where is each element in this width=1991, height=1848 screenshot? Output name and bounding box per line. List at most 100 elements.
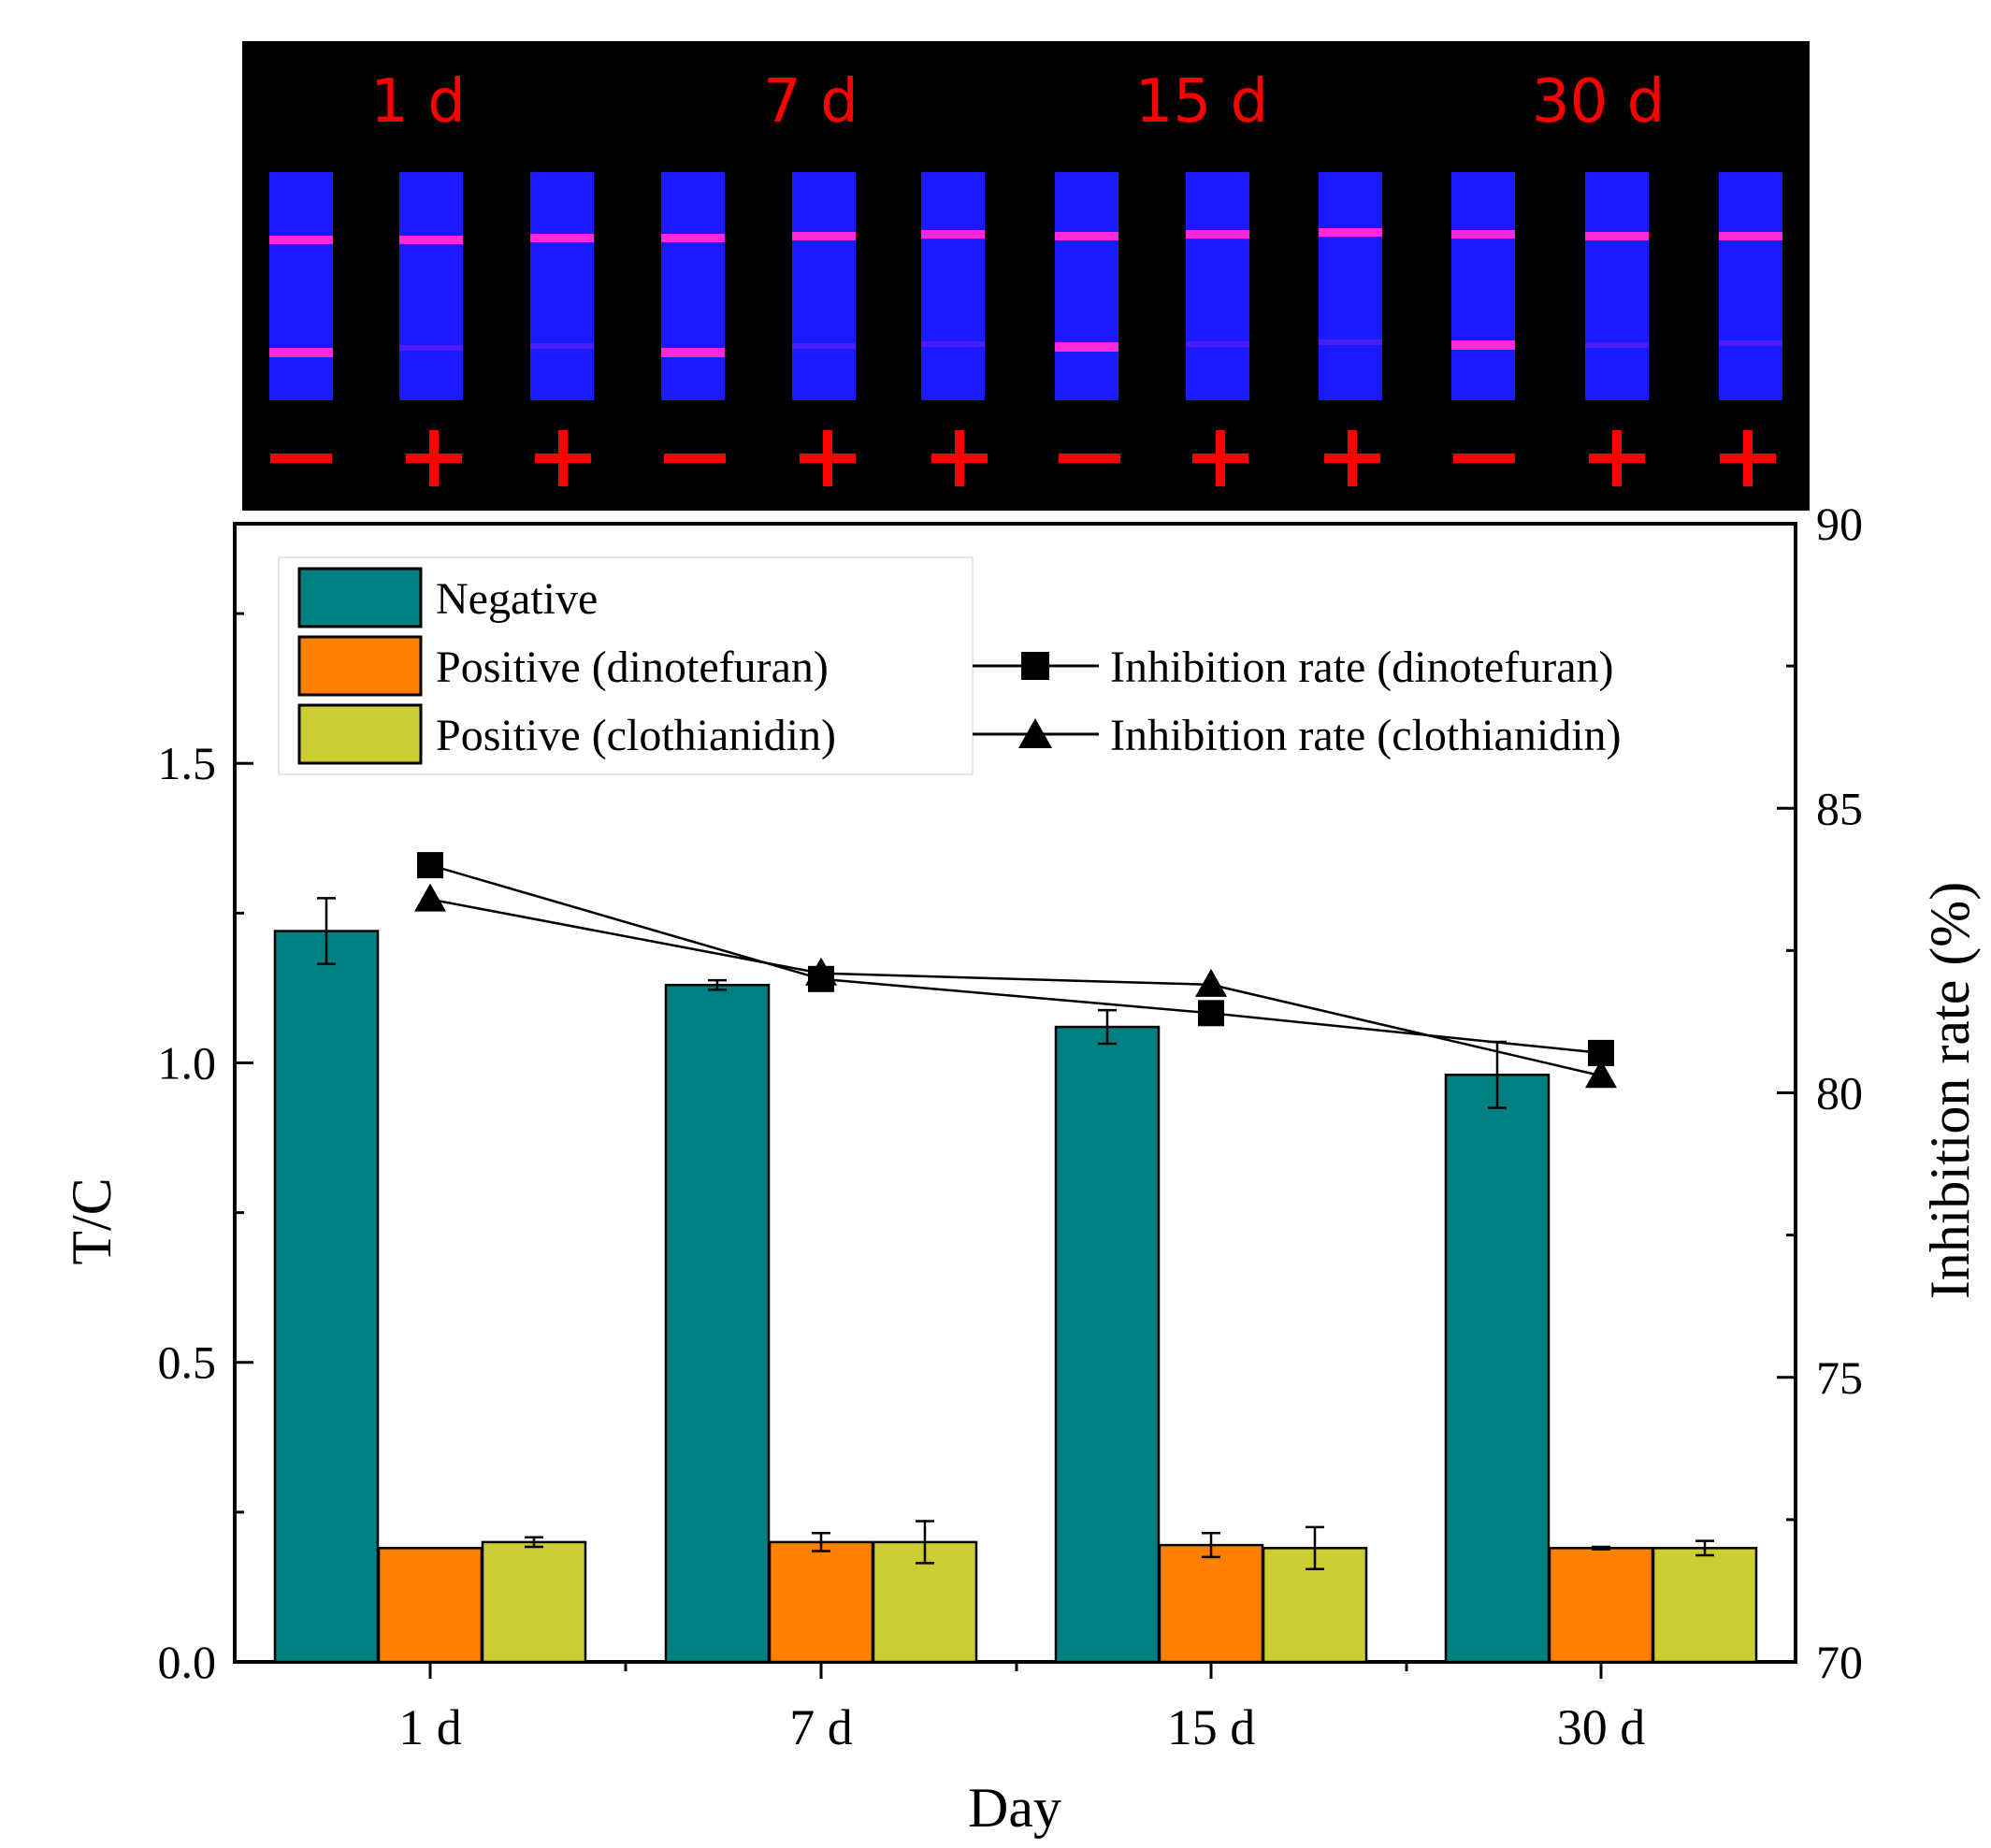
strip-photo-panel: 1 d 7 d 15 d 30 d xyxy=(242,41,1810,511)
y2-tick-label: 70 xyxy=(1816,1636,1863,1688)
test-band-line xyxy=(1585,232,1649,240)
test-strip xyxy=(1055,172,1118,400)
control-band-line xyxy=(1451,340,1515,350)
legend-label-clothianidin: Positive (clothianidin) xyxy=(436,711,836,760)
sign-plus xyxy=(535,430,591,486)
test-band-line xyxy=(1451,230,1515,238)
y-tick-label: 0.0 xyxy=(158,1636,217,1688)
square-marker xyxy=(1198,1000,1224,1027)
test-band-line xyxy=(661,234,725,242)
y2-axis-label: Inhibition rate (%) xyxy=(1919,882,1981,1300)
error-bar xyxy=(1202,1532,1220,1559)
test-strip xyxy=(1585,172,1649,400)
x-axis-label: Day xyxy=(968,1777,1061,1839)
day-label: 1 d xyxy=(370,67,466,137)
test-strip xyxy=(1451,172,1515,400)
error-bar xyxy=(1695,1539,1714,1557)
right-axis: 70 75 80 85 90 xyxy=(1777,498,1863,1688)
bar xyxy=(1548,1547,1654,1664)
test-strip xyxy=(1719,172,1782,400)
test-band-line xyxy=(921,230,985,238)
triangle-marker xyxy=(1585,1060,1617,1089)
photo-background xyxy=(242,41,1810,511)
error-bar xyxy=(916,1520,934,1565)
triangle-marker xyxy=(414,883,446,912)
test-strip xyxy=(792,172,856,400)
y2-tick-label: 90 xyxy=(1816,498,1863,550)
inhibition-line xyxy=(429,898,1602,1077)
bar xyxy=(1158,1543,1264,1664)
error-bars xyxy=(317,897,1714,1570)
y2-tick-label: 80 xyxy=(1816,1067,1863,1119)
day-label: 30 d xyxy=(1532,67,1665,137)
bar-series xyxy=(273,930,1758,1664)
x-tick-label: 7 d xyxy=(789,1699,853,1755)
error-bar xyxy=(525,1536,543,1549)
day-label: 15 d xyxy=(1135,67,1268,137)
faint-control-band xyxy=(921,341,985,347)
bottom-axis: 1 d 7 d 15 d 30 d xyxy=(398,1662,1645,1755)
bar xyxy=(273,930,380,1664)
sign-plus xyxy=(1192,430,1248,486)
bar xyxy=(1054,1025,1161,1664)
y-axis-label: T/C xyxy=(61,1177,123,1264)
triangle-marker xyxy=(1195,968,1227,997)
error-bar xyxy=(317,897,336,966)
test-strip xyxy=(399,172,463,400)
test-strip xyxy=(1186,172,1249,400)
test-band-line xyxy=(1319,228,1382,237)
control-band-line xyxy=(269,348,333,357)
test-strip xyxy=(661,172,725,400)
y2-tick-label: 85 xyxy=(1816,782,1863,834)
triangle-marker xyxy=(805,957,837,986)
left-axis: 0.0 0.5 1.0 1.5 xyxy=(158,612,253,1688)
bar xyxy=(768,1540,874,1664)
day-label: 7 d xyxy=(763,67,858,137)
control-band-line xyxy=(661,348,725,357)
x-tick-label: 15 d xyxy=(1167,1699,1256,1755)
bar xyxy=(664,983,771,1664)
legend-marker-square xyxy=(1021,652,1049,680)
sign-plus xyxy=(1720,430,1776,486)
error-bar xyxy=(1306,1525,1324,1570)
faint-control-band xyxy=(399,345,463,351)
test-band-line xyxy=(269,236,333,244)
test-band-line xyxy=(1186,230,1249,238)
faint-control-band xyxy=(1719,340,1782,346)
legend-label-inhibition-clothianidin: Inhibition rate (clothianidin) xyxy=(1110,711,1622,760)
chart: 0.0 0.5 1.0 1.5 70 75 80 85 90 1 d 7 d 15 d 30 d T… xyxy=(61,498,1981,1839)
legend: Negative Positive (dinotefuran) Positive… xyxy=(278,556,1622,775)
test-strip xyxy=(1319,172,1382,400)
legend-label-dinotefuran: Positive (dinotefuran) xyxy=(436,642,829,692)
test-strip xyxy=(530,172,594,400)
sign-plus xyxy=(800,430,856,486)
strip-signs xyxy=(270,430,1776,486)
error-bar xyxy=(1592,1545,1610,1551)
sign-plus xyxy=(406,430,462,486)
sign-plus xyxy=(1589,430,1645,486)
control-band-line xyxy=(1055,342,1118,352)
bar xyxy=(481,1540,587,1664)
legend-marker-triangle xyxy=(1018,718,1052,748)
square-marker xyxy=(417,852,443,879)
x-tick-label: 30 d xyxy=(1557,1699,1646,1755)
test-band-line xyxy=(1055,232,1118,240)
error-bar xyxy=(812,1532,830,1552)
error-bar xyxy=(708,978,727,991)
test-band-line xyxy=(399,236,463,244)
bar xyxy=(1652,1547,1758,1664)
error-bar xyxy=(1098,1008,1117,1046)
legend-swatch-dinotefuran xyxy=(297,635,423,697)
x-tick-label: 1 d xyxy=(398,1699,462,1755)
test-strips xyxy=(269,172,1782,400)
faint-control-band xyxy=(1186,341,1249,347)
bar xyxy=(1444,1074,1551,1664)
test-band-line xyxy=(792,232,856,240)
y-tick-label: 1.5 xyxy=(158,737,217,789)
bar xyxy=(377,1547,483,1664)
legend-swatch-negative xyxy=(297,567,423,628)
y2-tick-label: 75 xyxy=(1816,1351,1863,1404)
test-band-line xyxy=(530,234,594,242)
legend-swatch-clothianidin xyxy=(297,703,423,765)
